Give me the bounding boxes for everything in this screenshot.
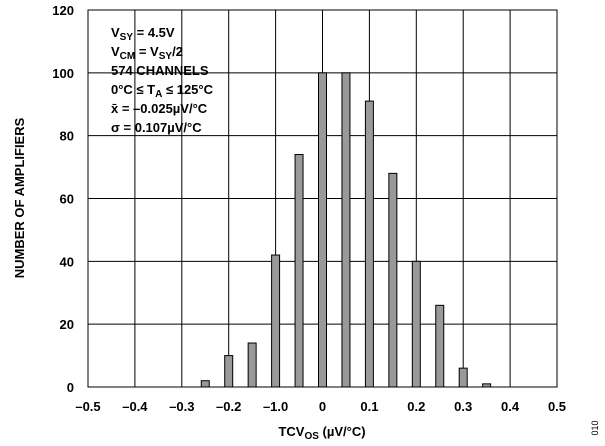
text-segment: x̄ = –0.025µV/°C [111, 101, 208, 116]
subscript: SY [159, 51, 173, 62]
x-tick-label: –0.3 [169, 399, 194, 414]
subscript: OS [304, 431, 319, 442]
bar [200, 380, 210, 388]
x-tick-label: 0.5 [548, 399, 566, 414]
y-tick-label: 40 [60, 254, 74, 269]
text-segment: ≤ 125°C [162, 82, 213, 97]
annotation: VSY = 4.5V [111, 25, 175, 43]
y-tick-label: 20 [60, 317, 74, 332]
annotation: 574 CHANNELS [111, 63, 209, 78]
bar [224, 355, 234, 388]
y-tick-label: 100 [52, 66, 74, 81]
text-segment: /2 [172, 44, 183, 59]
text-segment: 0°C ≤ T [111, 82, 155, 97]
y-tick-label: 120 [52, 3, 74, 18]
x-tick-label: 0.1 [360, 399, 378, 414]
bar [364, 100, 374, 388]
text-segment: = V [135, 44, 159, 59]
bar [294, 154, 304, 388]
y-tick-label: 80 [60, 129, 74, 144]
subscript: A [155, 89, 162, 100]
bar [388, 172, 398, 388]
y-tick-label: 60 [60, 192, 74, 207]
x-tick-label: –0.4 [122, 399, 148, 414]
text-segment: 574 CHANNELS [111, 63, 209, 78]
y-tick-label: 0 [67, 380, 74, 395]
y-axis-title: NUMBER OF AMPLIFIERS [12, 117, 27, 278]
text-segment: = 4.5V [133, 25, 175, 40]
x-tick-label: –0.5 [75, 399, 100, 414]
text-segment: TCV [278, 424, 304, 439]
subscript: CM [120, 51, 136, 62]
text-segment: V [111, 25, 120, 40]
x-tick-label: 0.4 [501, 399, 520, 414]
bar [482, 383, 492, 388]
bar [341, 72, 351, 388]
text-segment: V [111, 44, 120, 59]
bar [247, 342, 257, 388]
bar [411, 260, 421, 388]
annotation: x̄ = –0.025µV/°C [111, 101, 208, 116]
bar [458, 367, 468, 388]
text-segment: σ = 0.107µV/°C [111, 120, 202, 135]
text-segment: (µV/°C) [319, 424, 366, 439]
bar [318, 72, 327, 388]
bar [271, 254, 281, 388]
annotation: 0°C ≤ TA ≤ 125°C [111, 82, 214, 100]
x-tick-label: 0.2 [407, 399, 425, 414]
x-tick-label: –1.0 [263, 399, 288, 414]
x-axis-title: TCVOS (µV/°C) [278, 424, 365, 442]
figure-id: 010 [590, 420, 600, 435]
bar [435, 304, 445, 388]
annotation: σ = 0.107µV/°C [111, 120, 202, 135]
annotation: VCM = VSY/2 [111, 44, 183, 62]
subscript: SY [120, 32, 134, 43]
x-tick-label: 0 [319, 399, 326, 414]
x-tick-label: 0.3 [454, 399, 472, 414]
x-tick-label: –0.2 [216, 399, 241, 414]
